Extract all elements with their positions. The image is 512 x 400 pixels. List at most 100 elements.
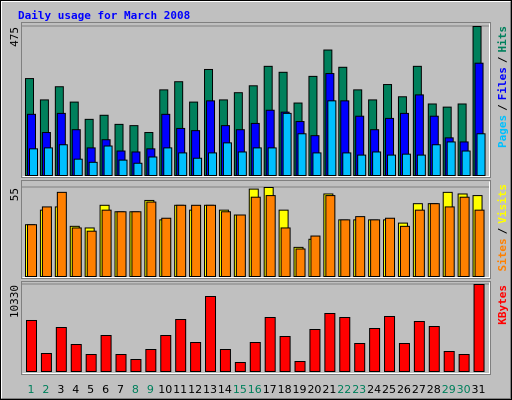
bar — [295, 248, 306, 277]
bar — [446, 141, 456, 176]
x-tick-label: 30 — [457, 383, 471, 396]
x-tick-label: 10 — [158, 383, 172, 396]
bar — [56, 191, 67, 277]
bar — [115, 354, 127, 373]
bar — [86, 230, 97, 277]
bar — [191, 204, 202, 277]
bar — [458, 354, 470, 373]
bar — [385, 217, 396, 277]
bar — [234, 361, 246, 372]
x-tick-label: 29 — [442, 383, 456, 396]
x-tick-label: 22 — [337, 383, 351, 396]
bar — [148, 156, 158, 176]
bar — [294, 361, 306, 372]
x-tick-label: 16 — [248, 383, 262, 396]
bar — [282, 112, 292, 176]
bar — [205, 296, 217, 373]
bar — [473, 284, 485, 372]
bar — [474, 209, 485, 277]
bar — [443, 350, 455, 373]
bar — [163, 147, 173, 176]
x-tick-label: 23 — [352, 383, 366, 396]
bar — [118, 159, 128, 176]
x-tick-label: 7 — [117, 383, 124, 396]
x-tick-label: 3 — [57, 383, 64, 396]
bar — [235, 214, 246, 278]
bar — [370, 219, 381, 277]
bar — [387, 154, 397, 176]
bar — [340, 219, 351, 277]
x-tick-label: 14 — [218, 383, 232, 396]
legend-entry: Visits — [496, 184, 509, 224]
bar — [249, 342, 261, 372]
bar — [252, 147, 262, 176]
x-tick-label: 17 — [263, 383, 277, 396]
bar — [476, 133, 486, 176]
y-tick-label: 55 — [8, 188, 21, 201]
bar — [208, 152, 218, 176]
x-tick-label: 21 — [322, 383, 336, 396]
bar — [372, 151, 382, 176]
x-tick-label: 20 — [307, 383, 321, 396]
bar — [279, 335, 291, 372]
bar — [220, 211, 231, 277]
bar — [43, 147, 53, 176]
x-tick-label: 13 — [203, 383, 217, 396]
x-tick-label: 24 — [367, 383, 381, 396]
bar — [116, 211, 127, 277]
bar — [88, 161, 98, 176]
bar — [324, 312, 336, 372]
bar — [40, 353, 52, 373]
bar — [71, 227, 82, 277]
bar — [133, 162, 143, 176]
bar — [161, 217, 172, 277]
bar — [160, 335, 172, 372]
x-tick-label: 12 — [188, 383, 202, 396]
y-tick-label: 475 — [8, 27, 21, 47]
bar — [85, 354, 97, 373]
legend-entry: KBytes — [496, 285, 509, 325]
panel-bevel — [22, 282, 490, 374]
legend-entry: Hits — [496, 26, 509, 53]
bar — [29, 148, 38, 176]
bar — [280, 227, 291, 277]
x-tick-label: 15 — [233, 383, 247, 396]
bar — [339, 316, 351, 373]
bar — [459, 196, 470, 277]
bar — [401, 153, 411, 177]
x-tick-label: 27 — [412, 383, 426, 396]
legend: Sites / Visits — [496, 184, 509, 272]
x-tick-label: 28 — [427, 383, 441, 396]
bar — [414, 209, 425, 277]
bar — [384, 315, 396, 373]
bar — [146, 201, 157, 277]
bar — [219, 349, 231, 373]
bar — [413, 320, 425, 373]
bar — [206, 204, 217, 277]
legend-separator: / — [496, 227, 509, 234]
bar — [429, 203, 440, 278]
bar — [428, 326, 440, 373]
bar — [431, 144, 441, 176]
bar — [100, 335, 112, 372]
x-tick-label: 25 — [382, 383, 396, 396]
bar — [399, 225, 410, 277]
bar — [342, 152, 352, 176]
x-tick-label: 5 — [87, 383, 94, 396]
panel-bevel — [22, 181, 490, 278]
x-tick-label: 9 — [147, 383, 154, 396]
bar — [264, 316, 276, 373]
bar — [267, 147, 277, 176]
bar — [175, 319, 187, 373]
x-tick-label: 26 — [397, 383, 411, 396]
bar — [325, 195, 336, 277]
bar — [27, 224, 37, 278]
legend-entry: Sites — [496, 238, 509, 271]
bar — [26, 319, 37, 373]
panel-bevel — [22, 23, 490, 177]
bar — [176, 204, 187, 277]
bar — [398, 342, 410, 372]
